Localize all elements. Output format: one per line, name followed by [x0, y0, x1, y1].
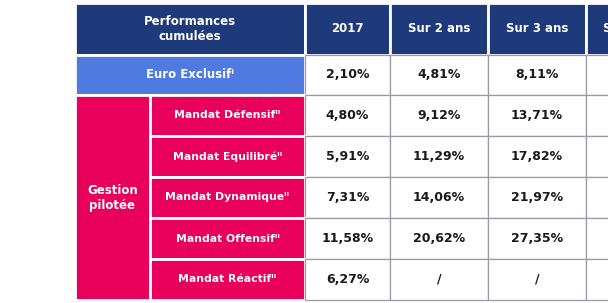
Bar — [488, 55, 586, 95]
Text: Sur 3 ans: Sur 3 ans — [506, 22, 568, 35]
Bar — [305, 218, 390, 259]
Bar — [390, 95, 488, 136]
Bar — [488, 218, 586, 259]
Text: 7,31%: 7,31% — [326, 191, 369, 204]
Bar — [390, 3, 488, 55]
Text: /: / — [534, 273, 539, 286]
Text: 2017: 2017 — [331, 22, 364, 35]
Text: 27,35%: 27,35% — [511, 232, 563, 245]
Text: 20,62%: 20,62% — [413, 232, 465, 245]
Bar — [586, 95, 608, 136]
Bar — [488, 177, 586, 218]
Text: Mandat Réactifᴵᴵ: Mandat Réactifᴵᴵ — [178, 275, 277, 285]
Text: 2,10%: 2,10% — [326, 68, 369, 82]
Text: 6,27%: 6,27% — [326, 273, 369, 286]
Text: 4,80%: 4,80% — [326, 109, 369, 122]
Bar — [390, 218, 488, 259]
Text: 17,82%: 17,82% — [511, 150, 563, 163]
Bar — [390, 55, 488, 95]
Bar — [305, 95, 390, 136]
Text: 8,11%: 8,11% — [516, 68, 559, 82]
Text: Gestion
pilotée: Gestion pilotée — [87, 184, 138, 211]
Text: 4,81%: 4,81% — [417, 68, 461, 82]
Bar — [586, 177, 608, 218]
Bar — [305, 136, 390, 177]
Text: Euro Exclusifⁱ: Euro Exclusifⁱ — [146, 68, 234, 82]
Bar — [305, 259, 390, 300]
Bar — [586, 259, 608, 300]
Bar — [488, 95, 586, 136]
Bar — [586, 218, 608, 259]
Text: 5,91%: 5,91% — [326, 150, 369, 163]
Bar — [150, 95, 305, 136]
Bar — [586, 3, 608, 55]
Text: Performances
cumulées: Performances cumulées — [144, 15, 236, 43]
Bar — [586, 55, 608, 95]
Bar — [390, 177, 488, 218]
Bar — [305, 177, 390, 218]
Bar — [75, 95, 150, 300]
Text: Mandat Défensifᴵᴵ: Mandat Défensifᴵᴵ — [174, 111, 281, 121]
Text: 11,58%: 11,58% — [322, 232, 373, 245]
Bar — [488, 259, 586, 300]
Text: 9,12%: 9,12% — [417, 109, 461, 122]
Text: Mandat Offensifᴵᴵ: Mandat Offensifᴵᴵ — [176, 234, 280, 244]
Text: 21,97%: 21,97% — [511, 191, 563, 204]
Text: Mandat Dynamiqueᴵᴵ: Mandat Dynamiqueᴵᴵ — [165, 192, 289, 202]
Text: Sur 5 ans: Sur 5 ans — [603, 22, 608, 35]
Bar — [150, 177, 305, 218]
Text: 13,71%: 13,71% — [511, 109, 563, 122]
Bar — [75, 3, 305, 55]
Text: 14,06%: 14,06% — [413, 191, 465, 204]
Bar — [75, 55, 305, 95]
Bar — [150, 136, 305, 177]
Bar — [150, 218, 305, 259]
Text: Sur 2 ans: Sur 2 ans — [408, 22, 470, 35]
Bar — [150, 259, 305, 300]
Text: Mandat Equilibréᴵᴵ: Mandat Equilibréᴵᴵ — [173, 151, 282, 162]
Bar — [586, 136, 608, 177]
Text: 11,29%: 11,29% — [413, 150, 465, 163]
Bar — [305, 3, 390, 55]
Bar — [390, 259, 488, 300]
Bar — [488, 3, 586, 55]
Bar — [488, 136, 586, 177]
Text: /: / — [437, 273, 441, 286]
Bar — [390, 136, 488, 177]
Bar — [305, 55, 390, 95]
